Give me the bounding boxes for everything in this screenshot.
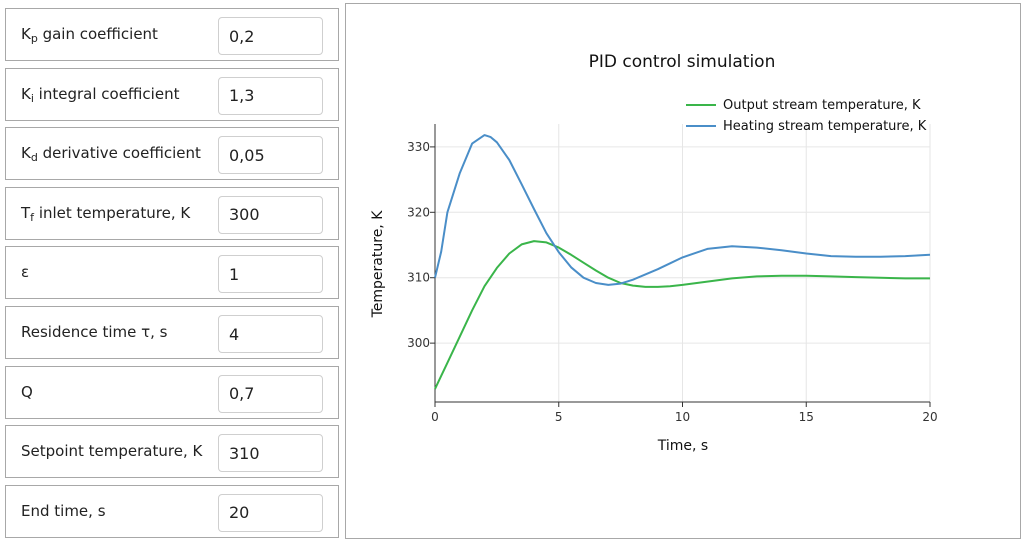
y-tick-label: 300 [407, 336, 430, 350]
param-input-kd[interactable] [218, 136, 323, 175]
y-tick-label: 330 [407, 140, 430, 154]
param-label-text: Setpoint temperature, K [21, 442, 203, 461]
param-label-text: T [21, 203, 31, 222]
param-label-end-time: End time, s [21, 486, 106, 537]
param-input-ki[interactable] [218, 76, 323, 115]
pid-chart: 0 5 10 15 20 300 310 320 330 PID control simulati… [370, 52, 938, 454]
param-label-setpoint: Setpoint temperature, K [21, 426, 202, 477]
param-label-text: K [21, 144, 31, 163]
x-tick-label: 0 [431, 410, 439, 424]
param-label-epsilon: ε [21, 247, 29, 298]
param-input-kp[interactable] [218, 17, 323, 55]
chart-title: PID control simulation [589, 52, 776, 72]
chart-panel: 0 5 10 15 20 300 310 320 330 PID control simulati… [345, 3, 1021, 539]
param-row-end-time: End time, s [5, 484, 339, 538]
param-label-subscript: d [30, 151, 38, 165]
param-label-text: ε [21, 263, 30, 282]
param-label-tf: Tf inlet temperature, K [21, 188, 190, 239]
param-label-ki: Ki integral coefficient [21, 69, 179, 120]
param-row-kd: Kd derivative coefficient [5, 127, 339, 181]
param-label-text: Q [21, 382, 33, 401]
param-label-kp: Kp gain coefficient [21, 9, 158, 60]
param-label-kd: Kd derivative coefficient [21, 128, 201, 179]
y-tick-label: 320 [407, 205, 430, 219]
param-input-end-time[interactable] [218, 493, 323, 532]
param-input-residence-time[interactable] [218, 315, 323, 353]
param-label-text: K [21, 84, 31, 103]
x-tick-label: 15 [799, 410, 814, 424]
param-label-rest: gain coefficient [37, 25, 158, 43]
legend-label: Heating stream temperature, K [723, 119, 927, 134]
param-label-subscript: i [30, 91, 34, 105]
x-tick-label: 5 [555, 410, 563, 424]
param-row-kp: Kp gain coefficient [5, 8, 339, 61]
param-label-subscript: f [30, 210, 35, 224]
param-input-q[interactable] [218, 374, 323, 413]
param-row-ki: Ki integral coefficient [5, 67, 339, 121]
legend-label: Output stream temperature, K [723, 98, 921, 113]
param-row-residence-time: Residence time τ, s [5, 306, 339, 359]
x-tick-label: 20 [922, 410, 937, 424]
x-tick-label: 10 [675, 410, 690, 424]
param-label-rest: derivative coefficient [37, 144, 201, 163]
param-row-q: Q [5, 365, 339, 419]
param-row-tf: Tf inlet temperature, K [5, 186, 339, 240]
param-label-text: End time, s [21, 501, 106, 520]
series-line-heating [434, 134, 931, 286]
param-label-q: Q [21, 367, 33, 418]
x-axis-label: Time, s [657, 438, 708, 454]
param-label-text: K [21, 25, 31, 43]
param-input-epsilon[interactable] [218, 255, 323, 294]
param-label-residence-time: Residence time τ, s [21, 307, 168, 358]
y-axis-label: Temperature, K [370, 210, 386, 319]
y-tick-label: 310 [407, 271, 430, 285]
param-row-setpoint: Setpoint temperature, K [5, 425, 339, 479]
param-input-setpoint[interactable] [218, 434, 323, 473]
param-label-text: Residence time τ, s [21, 323, 168, 341]
param-row-epsilon: ε [5, 246, 339, 300]
param-label-rest: integral coefficient [33, 84, 180, 103]
param-label-rest: inlet temperature, K [34, 203, 191, 222]
param-input-tf[interactable] [218, 195, 323, 234]
param-label-subscript: p [30, 32, 38, 45]
